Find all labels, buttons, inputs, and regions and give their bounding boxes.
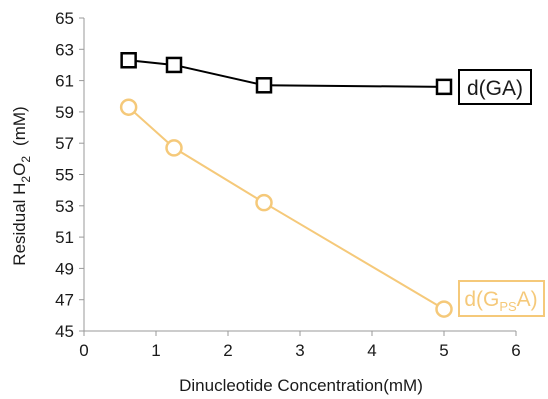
y-tick-label: 55	[55, 166, 74, 185]
y-tick-label: 59	[55, 103, 74, 122]
x-tick-label: 4	[367, 341, 376, 360]
y-axis-ticks: 45 47 49 51 53 55 57 59 61 63 65	[55, 9, 84, 341]
legend-label-dgpsa-post: A)	[517, 288, 538, 311]
y-tick-label: 45	[55, 322, 74, 341]
legend-label-dgpsa-sub: PS	[499, 299, 517, 314]
series-line-0	[128, 59, 445, 88]
legend-box-dgpsa	[458, 280, 545, 317]
y-tick-label: 51	[55, 228, 74, 247]
y-tick-label: 53	[55, 197, 74, 216]
y-tick-label: 49	[55, 259, 74, 278]
legend-label-dgpsa: d(GPSA)	[464, 288, 537, 314]
y-tick-label: 61	[55, 72, 74, 91]
y-axis-label: Residual H2O2(mM)	[10, 106, 33, 265]
data-point-square	[165, 56, 183, 74]
x-tick-label: 1	[151, 341, 160, 360]
x-axis-label: Dinucleotide Concentration(mM)	[179, 376, 423, 395]
legend-item-dgpsa: d(GPSA)	[458, 280, 545, 317]
x-tick-label: 5	[439, 341, 448, 360]
y-axis-label-suffix: (mM)	[10, 106, 29, 146]
series-line-1	[127, 106, 445, 310]
y-axis-label-sub2: 2	[19, 156, 33, 163]
y-tick-label: 57	[55, 134, 74, 153]
legend-box-dga	[458, 69, 532, 105]
series-layer	[119, 52, 453, 318]
x-tick-label: 2	[223, 341, 232, 360]
x-tick-label: 0	[79, 341, 88, 360]
data-point-square	[255, 77, 273, 94]
x-tick-label: 3	[295, 341, 304, 360]
y-tick-label: 63	[55, 40, 74, 59]
legend-label-dga: d(GA)	[467, 77, 523, 100]
x-tick-label: 6	[511, 341, 520, 360]
data-point-circle	[119, 98, 138, 116]
y-tick-label: 47	[55, 291, 74, 310]
data-point-circle	[165, 139, 183, 157]
y-axis-label-sub1: 2	[19, 176, 33, 183]
y-axis-label-prefix: Residual H	[10, 183, 29, 266]
x-axis-ticks: 0 1 2 3 4 5 6	[79, 331, 521, 360]
data-point-circle	[255, 193, 273, 212]
legend-item-dga: d(GA)	[458, 69, 532, 105]
data-point-square	[120, 52, 137, 69]
data-point-square	[435, 78, 453, 96]
y-axis-label-mid: O	[10, 163, 29, 176]
data-point-circle	[435, 300, 453, 318]
y-tick-label: 65	[55, 9, 74, 28]
legend-label-dgpsa-pre: d(G	[464, 288, 499, 311]
